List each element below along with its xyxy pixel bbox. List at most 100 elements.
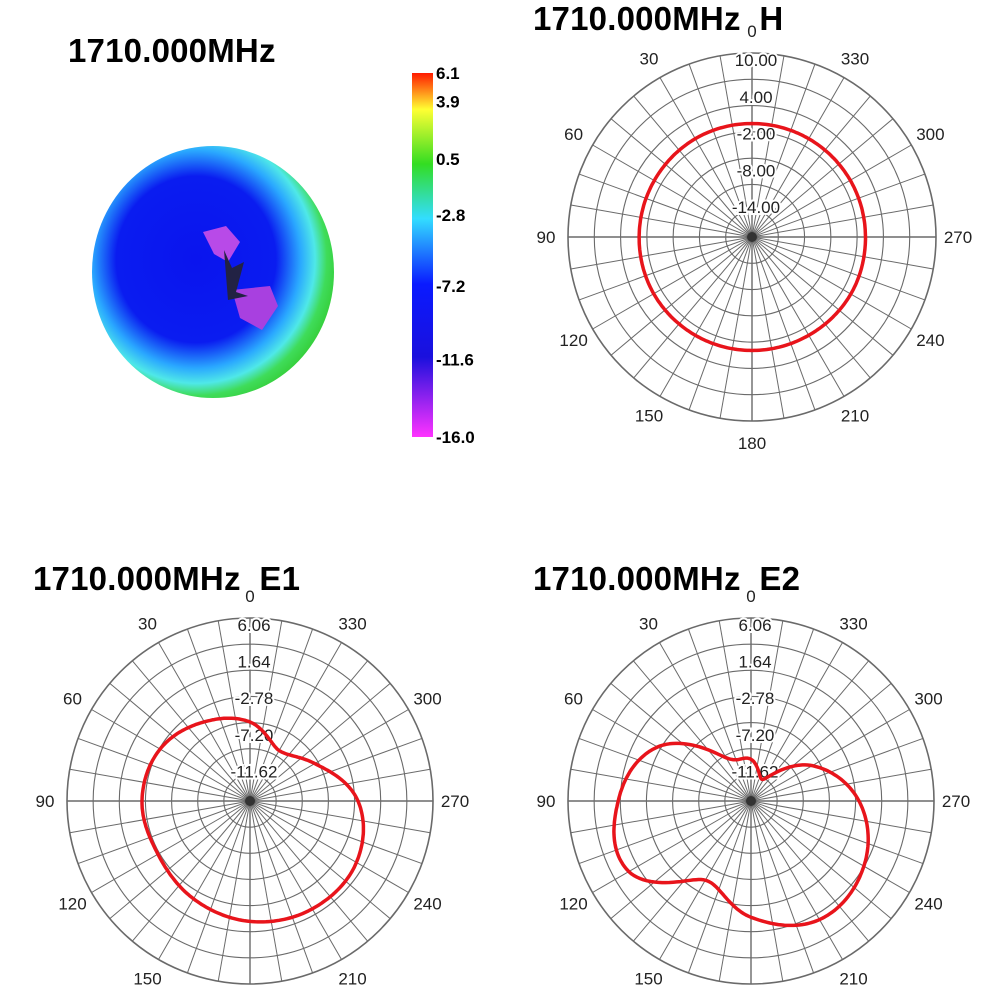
polar-angle-label: 120 (58, 895, 86, 914)
polar-grid-spoke (69, 768, 251, 802)
polar-grid-spoke (750, 682, 892, 802)
polar-angle-label: 210 (839, 970, 867, 989)
polar-angle-label: 270 (942, 792, 970, 811)
polar-grid-spoke (751, 63, 816, 238)
polar-grid-spoke (633, 236, 753, 379)
polar-grid-spoke (751, 236, 871, 379)
polar-angle-label: 270 (944, 228, 972, 247)
polar-angle-label: 150 (635, 406, 663, 425)
polar-grid-spoke (217, 800, 251, 982)
polar-angle-label: 330 (839, 615, 867, 634)
polar-h-title: 1710.000MHz H (533, 0, 784, 37)
polar-grid-spoke (578, 800, 752, 865)
polar-angle-label: 30 (640, 50, 659, 69)
polar-grid-spoke (750, 660, 870, 802)
colorbar-tick-label: -2.8 (436, 206, 465, 225)
polar-grid-spoke (570, 204, 753, 238)
polar-angle-label: 180 (737, 997, 765, 1000)
polar-grid-spoke (249, 800, 409, 893)
polar-grid-spoke (718, 620, 752, 802)
polar-angle-label: 210 (338, 970, 366, 989)
polar-angle-label: 120 (559, 331, 587, 350)
pattern-curve (140, 716, 366, 924)
polar-angle-label: 0 (245, 587, 254, 606)
polar-grid-spoke (659, 77, 753, 238)
polar-grid-spoke (750, 768, 932, 802)
polar-grid-spoke (158, 800, 251, 960)
polar-radial-label: -11.62 (231, 762, 278, 781)
polar-grid-spoke (719, 236, 753, 419)
polar-radial-label: 6.06 (237, 616, 270, 635)
polar-grid-spoke (249, 628, 314, 802)
pattern-core (224, 250, 248, 300)
polar-grid-spoke (751, 236, 845, 397)
polar-center-hub (245, 796, 255, 806)
polar-grid-spoke (751, 236, 816, 411)
polar-grid-spoke (249, 800, 431, 834)
polar-radial-label: -7.20 (736, 726, 775, 745)
polar-angle-label: 270 (441, 792, 469, 811)
polar-grid-spoke (750, 737, 924, 802)
polar-grid-spoke (186, 628, 251, 802)
polar-grid-spoke (578, 236, 753, 301)
colorbar-tick-label: 3.9 (436, 92, 460, 111)
polar-grid-spoke (570, 236, 753, 270)
polar-grid-spoke (750, 800, 815, 974)
polar-grid-spoke (751, 236, 785, 419)
polar-grid-spoke (249, 660, 369, 802)
polar-grid-spoke (687, 628, 752, 802)
colorbar-tick-label: 6.1 (436, 64, 460, 83)
polar-grid-spoke (751, 55, 785, 238)
polar-center-hub (747, 232, 757, 242)
polar-grid-spoke (249, 800, 369, 942)
polar-grid-spoke (751, 236, 912, 330)
polar-grid-spoke (249, 800, 423, 865)
polar-grid-spoke (750, 800, 910, 893)
polar-grid-spoke (750, 800, 892, 920)
polar-grid-spoke (719, 55, 753, 238)
polar-radial-label: -2.78 (235, 689, 274, 708)
polar-radial-label: -14.00 (732, 198, 780, 217)
polar-grid-spoke (750, 800, 843, 960)
polar-radial-label: 1.64 (237, 653, 270, 672)
colorbar (412, 73, 433, 437)
pattern-sphere (92, 146, 334, 398)
polar-grid-spoke (578, 173, 753, 238)
polar-angle-label: 150 (133, 970, 161, 989)
polar-grid-spoke (750, 800, 924, 865)
polar-center-hub (746, 796, 756, 806)
colorbar-tick-label: -11.6 (436, 350, 474, 369)
polar-grid-spoke (751, 118, 894, 238)
polar-angle-label: 30 (138, 615, 157, 634)
polar-angle-label: 180 (236, 997, 264, 1000)
polar-grid-spoke (751, 236, 926, 301)
polar-chart-h: 180 210 240 270 300 330 0 30 60 90 120 150 10.00 4.00… (537, 22, 973, 453)
polar-grid-spoke (659, 236, 753, 397)
polar-grid-spoke (77, 800, 251, 865)
polar-grid-spoke (578, 737, 752, 802)
polar-grid-spoke (249, 768, 431, 802)
polar-chart-e2: 180 210 240 270 300 330 0 30 60 90 120 150 6.06 1.64 -… (537, 587, 971, 1000)
polar-grid-spoke (751, 236, 934, 270)
pattern-3d-heatmap (92, 146, 334, 398)
colorbar-tick-label: -16.0 (436, 428, 475, 447)
polar-grid-spoke (632, 660, 752, 802)
polar-grid-spoke (592, 236, 753, 330)
polar-grid-spoke (249, 682, 391, 802)
polar-angle-label: 0 (747, 22, 756, 41)
polar-grid-spoke (687, 800, 752, 974)
polar-grid-spoke (570, 768, 752, 802)
polar-angle-label: 180 (738, 434, 766, 453)
polar-grid-spoke (718, 800, 752, 982)
polar-angle-label: 90 (36, 792, 55, 811)
polar-grid-spoke (751, 173, 926, 238)
polar-e2-title: 1710.000MHz E2 (533, 560, 801, 597)
pattern-null-region (203, 226, 240, 262)
polar-grid-spoke (77, 737, 251, 802)
polar-grid-spoke (633, 95, 753, 238)
polar-grid-spoke (249, 620, 283, 802)
polar-radial-label: 6.06 (738, 616, 771, 635)
polar-grid-spoke (688, 236, 753, 411)
polar-angle-label: 30 (639, 615, 658, 634)
